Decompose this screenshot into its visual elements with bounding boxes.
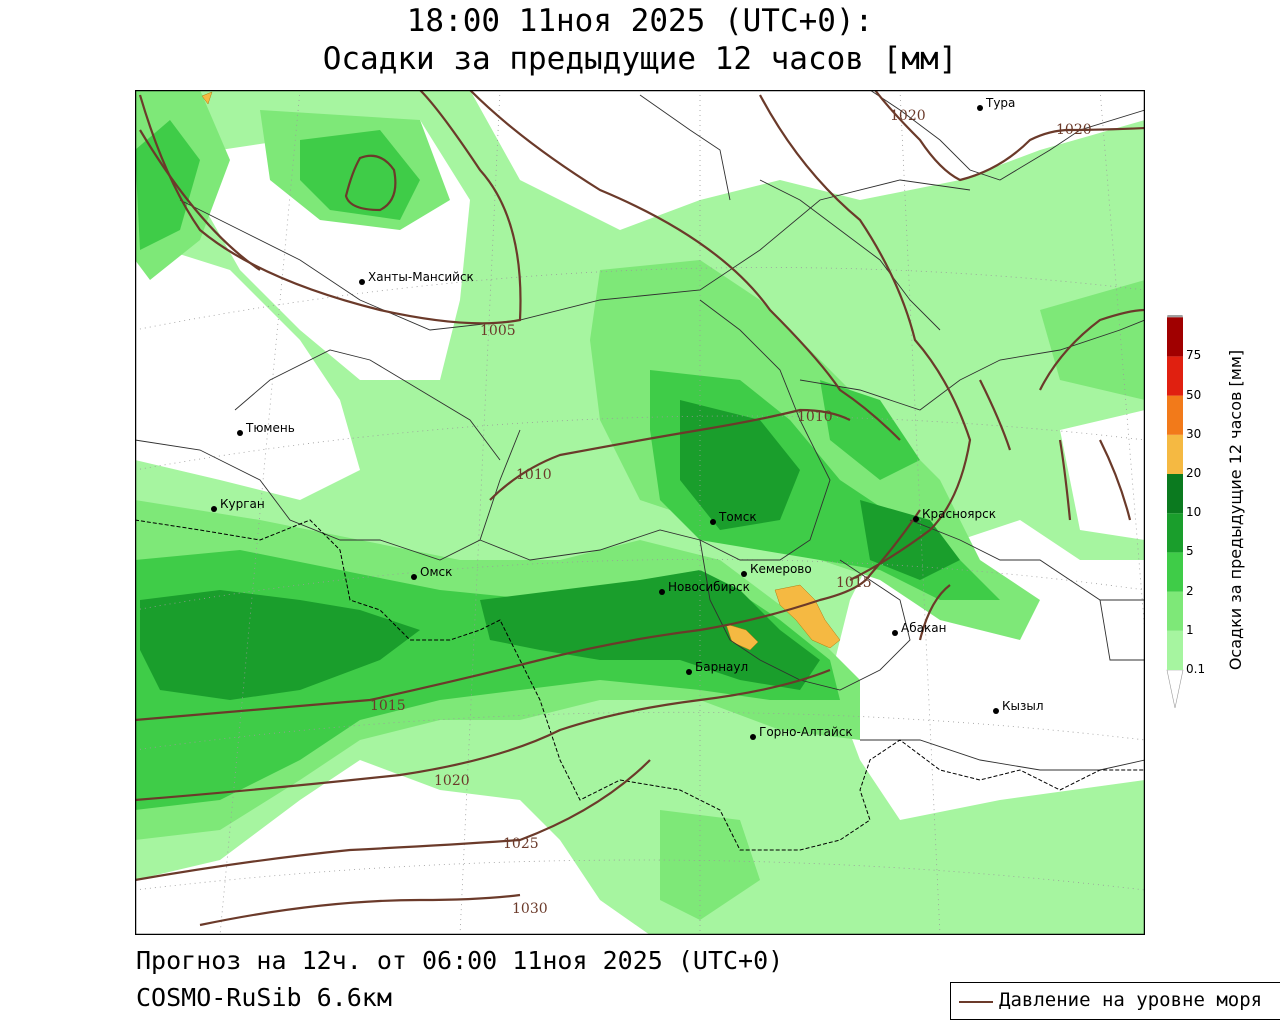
city-label: Омск <box>420 565 452 579</box>
colorbar-level-label: 2 <box>1186 583 1194 598</box>
colorbar-under-triangle <box>1166 669 1184 709</box>
precip-10-20-area <box>201 91 841 651</box>
city-6: Томск <box>710 510 757 525</box>
city-markers: Тура Ханты-Мансийск Тюмень Курган Омск Новоси… <box>211 96 1044 740</box>
colorbar-level-label: 5 <box>1186 544 1194 559</box>
city-label: Горно-Алтайск <box>759 725 853 739</box>
city-dot <box>659 589 665 595</box>
city-label: Томск <box>718 510 757 524</box>
map-title-time: 18:00 11ноя 2025 (UTC+0): <box>406 3 874 39</box>
colorbar-level-label: 1 <box>1186 622 1194 637</box>
colorbar-level-label: 75 <box>1186 348 1202 363</box>
city-label: Барнаул <box>695 660 748 674</box>
colorbar-level-label: 30 <box>1186 426 1202 441</box>
city-dot <box>913 516 919 522</box>
colorbar-block-1 <box>1167 591 1183 631</box>
city-dot <box>686 669 692 675</box>
city-dot <box>710 519 716 525</box>
city-4: Омск <box>411 565 452 580</box>
lat-lon-grid <box>135 90 1145 935</box>
isobar-labels: 1020 1020 1005 1010 1010 1015 1015 1020 1025 1030 <box>370 108 1092 917</box>
city-dot <box>977 105 983 111</box>
city-dot <box>411 574 417 580</box>
isobar-label: 1005 <box>480 323 516 339</box>
isobar-label: 1020 <box>890 108 926 124</box>
city-label: Абакан <box>901 621 946 635</box>
isobar-label: 1015 <box>836 575 872 591</box>
precip-5-10-area <box>140 400 960 700</box>
city-label: Ханты-Мансийск <box>368 270 474 284</box>
city-0: Тура <box>977 96 1015 111</box>
isobar-label: 1020 <box>434 773 470 789</box>
precipitation-map: Тура Ханты-Мансийск Тюмень Курган Омск Новоси… <box>135 90 1145 935</box>
map-title-variable: Осадки за предыдущие 12 часов [мм] <box>322 41 958 77</box>
city-dot <box>741 571 747 577</box>
city-9: Абакан <box>892 621 946 636</box>
city-label: Курган <box>220 497 265 511</box>
city-dot <box>750 734 756 740</box>
isobars <box>135 90 1145 927</box>
isobar-label: 1010 <box>516 467 552 483</box>
city-label: Тура <box>985 96 1015 110</box>
city-label: Кемерово <box>750 562 812 576</box>
city-dot <box>211 506 217 512</box>
colorbar-block-5 <box>1167 434 1183 474</box>
colorbar-over-triangle <box>1167 315 1183 318</box>
country-border <box>135 519 1145 851</box>
isobar-legend-line <box>959 1001 993 1003</box>
colorbar-level-label: 50 <box>1186 387 1202 402</box>
city-11: Горно-Алтайск <box>750 725 853 740</box>
city-5: Новосибирск <box>659 580 750 595</box>
city-dot <box>237 430 243 436</box>
city-label: Красноярск <box>922 507 996 521</box>
forecast-info: Прогноз на 12ч. от 06:00 11ноя 2025 (UTC… <box>136 946 784 975</box>
isobar-legend: Давление на уровне моря <box>950 982 1280 1020</box>
city-dot <box>892 630 898 636</box>
city-label: Тюмень <box>245 421 295 435</box>
city-3: Курган <box>211 497 265 512</box>
colorbar-block-8 <box>1167 317 1183 357</box>
model-name: COSMO-RuSib 6.6км <box>136 983 392 1012</box>
isobar-label: 1025 <box>503 836 539 852</box>
isobar-legend-label: Давление на уровне моря <box>999 989 1263 1011</box>
isobar-label: 1015 <box>370 698 406 714</box>
isobar-label: 1010 <box>797 409 833 425</box>
colorbar-block-3 <box>1167 513 1183 553</box>
colorbar <box>1166 315 1184 709</box>
colorbar-level-label: 10 <box>1186 505 1202 520</box>
city-2: Тюмень <box>237 421 295 436</box>
colorbar-block-0 <box>1167 630 1183 670</box>
isobar-label: 1020 <box>1056 122 1092 138</box>
city-label: Кызыл <box>1002 699 1044 713</box>
colorbar-block-2 <box>1167 552 1183 592</box>
colorbar-title: Осадки за предыдущие 12 часов [мм] <box>1226 349 1245 671</box>
colorbar-level-label: 20 <box>1186 466 1202 480</box>
city-label: Новосибирск <box>668 580 750 594</box>
colorbar-level-label: 0.1 <box>1186 662 1206 676</box>
city-dot <box>359 279 365 285</box>
isobar-label: 1030 <box>512 901 548 917</box>
colorbar-block-6 <box>1167 395 1183 435</box>
city-7: Кемерово <box>741 562 812 577</box>
city-1: Ханты-Мансийск <box>359 270 474 285</box>
colorbar-block-4 <box>1167 474 1183 514</box>
city-10: Барнаул <box>686 660 748 675</box>
city-dot <box>993 708 999 714</box>
city-8: Красноярск <box>913 507 996 522</box>
colorbar-block-7 <box>1167 356 1183 396</box>
city-12: Кызыл <box>993 699 1044 714</box>
